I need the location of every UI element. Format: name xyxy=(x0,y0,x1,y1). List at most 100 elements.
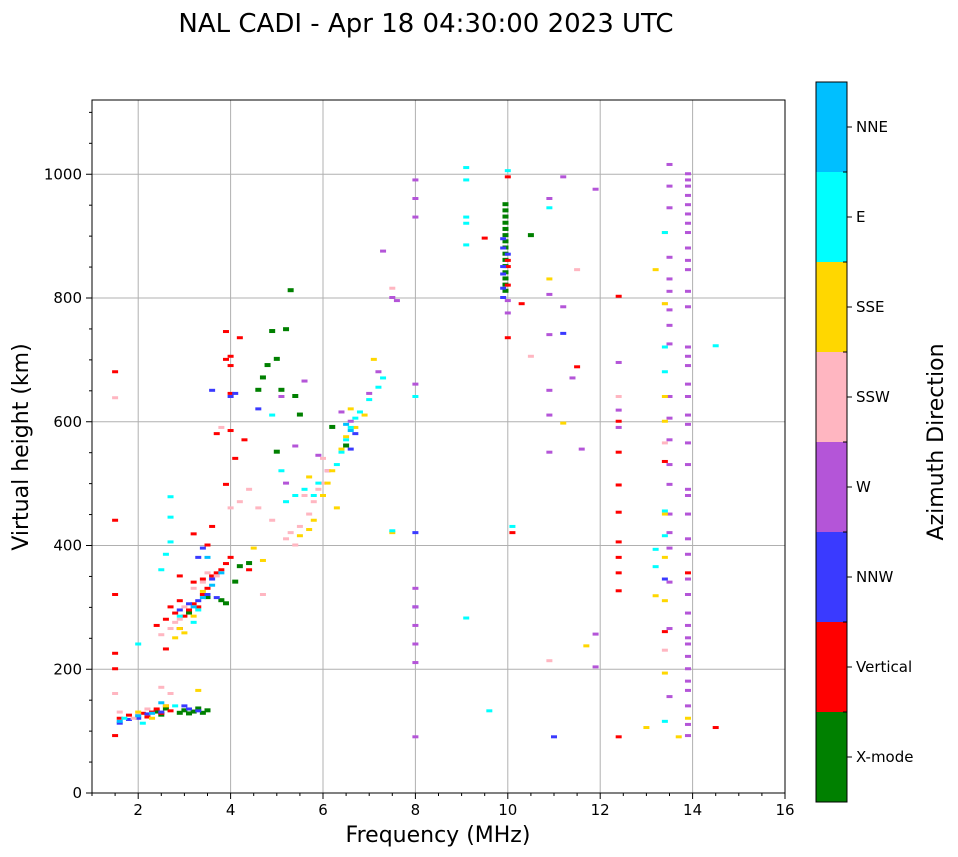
data-point xyxy=(176,617,183,621)
data-point xyxy=(560,421,567,425)
data-point xyxy=(222,357,229,361)
data-point xyxy=(227,395,234,398)
data-point xyxy=(162,647,169,651)
data-point xyxy=(167,540,174,544)
data-point xyxy=(176,710,183,715)
data-point xyxy=(186,602,193,606)
data-point xyxy=(615,360,622,364)
data-point xyxy=(269,413,276,417)
data-point xyxy=(186,608,193,612)
data-point xyxy=(661,395,668,398)
data-point xyxy=(666,580,673,584)
data-point xyxy=(135,716,142,720)
data-point xyxy=(278,387,285,392)
data-point xyxy=(684,172,691,176)
data-point xyxy=(666,184,673,188)
data-point xyxy=(666,342,673,346)
y-axis-ticks: 0 200 400 600 800 1000 xyxy=(44,111,92,802)
data-point xyxy=(366,398,373,402)
data-point xyxy=(195,688,202,692)
data-point xyxy=(167,692,174,695)
data-point xyxy=(296,412,303,417)
data-point xyxy=(463,243,470,247)
data-point xyxy=(190,580,197,584)
data-point xyxy=(343,422,350,426)
data-point xyxy=(213,571,220,575)
data-point xyxy=(615,395,622,398)
data-point xyxy=(500,272,507,276)
data-point xyxy=(283,500,290,504)
data-point xyxy=(389,529,396,533)
data-point xyxy=(190,709,197,714)
data-point xyxy=(255,407,262,411)
data-point xyxy=(684,221,691,225)
data-point xyxy=(666,255,673,259)
data-point xyxy=(195,599,202,603)
data-point xyxy=(509,524,516,528)
data-point xyxy=(315,487,322,491)
data-point xyxy=(504,311,511,315)
data-point xyxy=(259,558,266,562)
data-point xyxy=(283,481,290,485)
data-point xyxy=(380,376,387,380)
data-point xyxy=(338,447,345,451)
y-tick-label: 600 xyxy=(53,413,82,431)
data-point xyxy=(412,735,419,739)
data-point xyxy=(684,246,691,250)
data-point xyxy=(661,509,668,513)
data-point xyxy=(278,469,285,473)
data-point xyxy=(264,363,271,368)
data-point xyxy=(333,506,340,510)
data-point xyxy=(306,528,313,532)
data-point xyxy=(315,453,322,457)
data-point xyxy=(684,203,691,207)
colorbar-label: SSE xyxy=(856,298,885,316)
data-point xyxy=(333,463,340,467)
data-point xyxy=(209,574,216,578)
data-point xyxy=(269,518,276,522)
data-point xyxy=(112,518,119,522)
data-point xyxy=(684,193,691,197)
data-point xyxy=(366,391,373,395)
data-point xyxy=(222,330,229,334)
data-point xyxy=(158,710,165,714)
data-point xyxy=(292,394,299,398)
data-point xyxy=(209,388,216,392)
colorbar-frame xyxy=(815,81,848,803)
x-tick-label: 16 xyxy=(775,801,794,819)
data-point xyxy=(615,294,622,298)
data-point xyxy=(167,605,174,609)
data-point xyxy=(712,344,719,348)
y-tick-label: 0 xyxy=(72,784,82,802)
plot-background xyxy=(92,100,785,793)
data-point xyxy=(661,577,668,581)
data-point xyxy=(661,459,668,463)
data-point xyxy=(560,175,567,179)
data-point xyxy=(615,408,622,412)
data-point xyxy=(546,277,553,281)
data-point xyxy=(218,571,225,575)
data-point xyxy=(463,215,470,219)
data-point xyxy=(666,627,673,631)
data-point xyxy=(199,546,206,550)
data-point xyxy=(273,356,280,361)
data-point xyxy=(684,364,691,368)
data-point xyxy=(412,382,419,386)
data-point xyxy=(546,388,553,392)
data-point xyxy=(546,659,553,663)
data-point xyxy=(412,623,419,627)
data-point xyxy=(343,443,350,448)
data-point xyxy=(135,642,142,646)
data-point xyxy=(500,265,507,269)
data-point xyxy=(684,268,691,272)
data-point xyxy=(500,296,507,299)
data-point xyxy=(204,543,211,547)
data-point xyxy=(329,469,336,473)
data-point xyxy=(661,370,668,374)
data-point xyxy=(661,419,668,423)
series-sse xyxy=(135,231,691,739)
data-point xyxy=(204,593,211,596)
data-point xyxy=(546,197,553,200)
colorbar-segment-vertical xyxy=(816,622,847,712)
data-point xyxy=(502,202,509,207)
